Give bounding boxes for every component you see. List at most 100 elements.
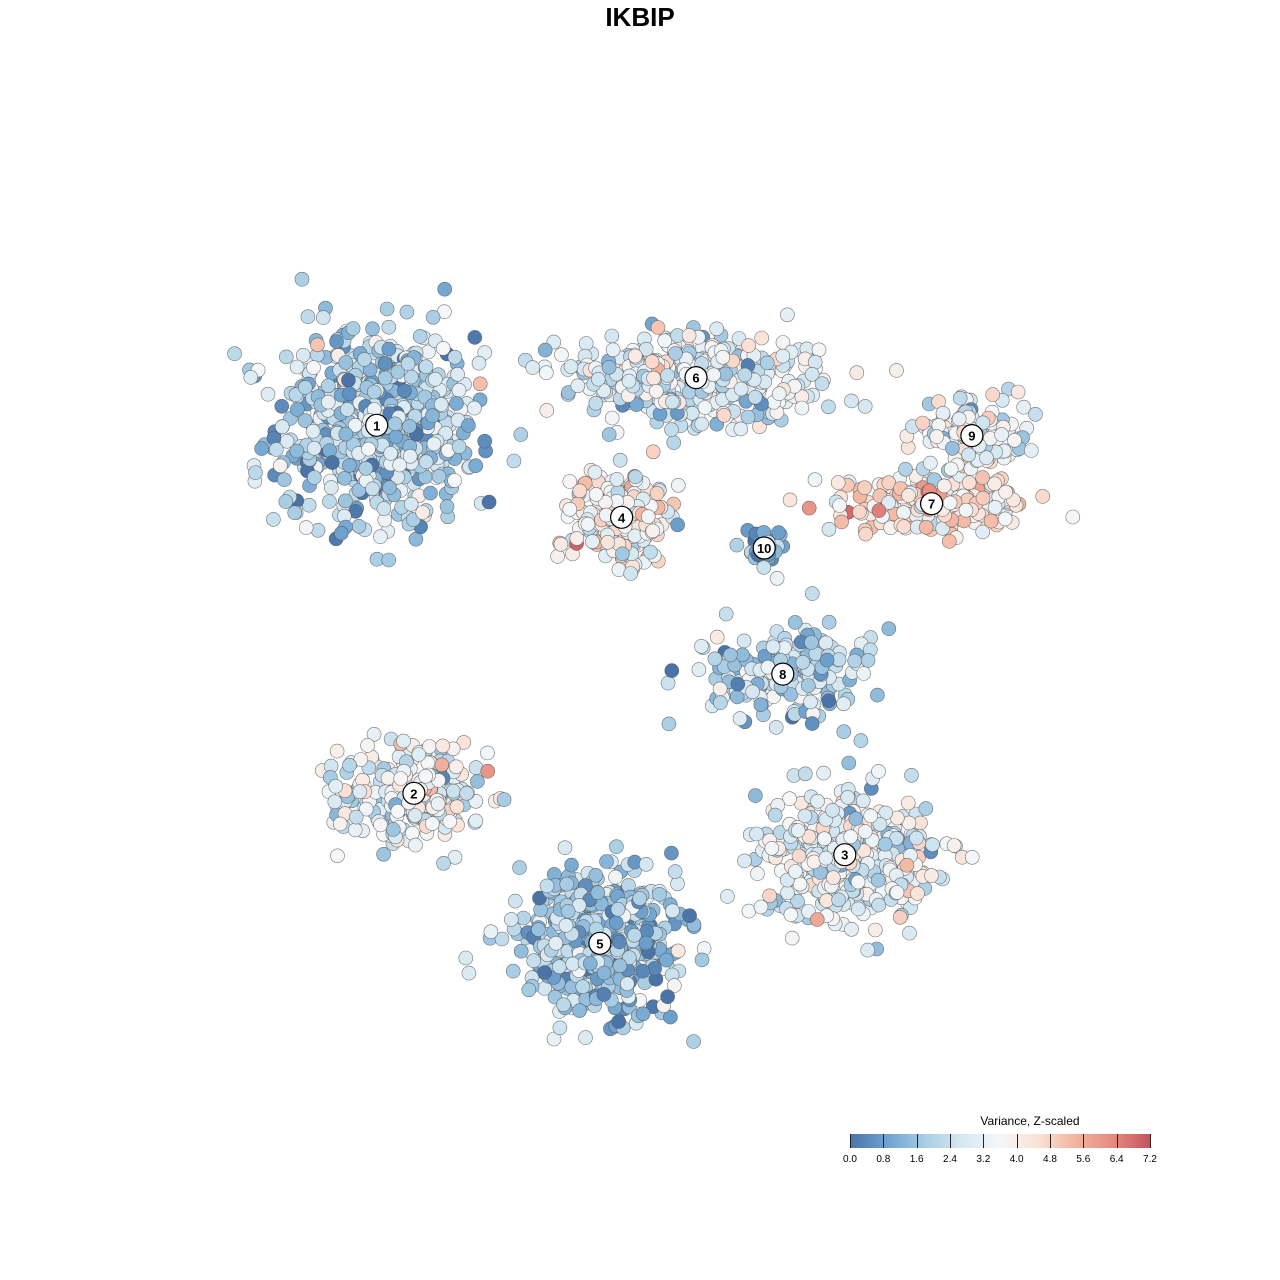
cell-point (467, 330, 483, 345)
cell-point (538, 365, 554, 381)
cell-point (915, 415, 931, 431)
cell-point (379, 301, 395, 317)
cell-point (268, 442, 284, 457)
cell-point (572, 483, 588, 499)
cluster-label-text: 9 (968, 429, 975, 444)
cell-point (278, 494, 294, 509)
cell-point (339, 402, 355, 417)
cell-point (652, 886, 667, 902)
cell-point (537, 965, 553, 980)
cell-point (661, 716, 677, 732)
cell-point (604, 410, 620, 426)
cell-point (892, 909, 908, 925)
cell-point (924, 868, 939, 883)
cell-point (411, 747, 427, 762)
cell-point (694, 638, 709, 654)
cell-point (243, 370, 259, 385)
cell-point (780, 307, 795, 323)
cell-point (254, 441, 269, 456)
cell-point (765, 639, 781, 655)
cell-point (458, 950, 474, 966)
cell-point (427, 371, 443, 387)
cell-point (248, 465, 263, 480)
cell-point (853, 733, 869, 748)
cell-point (435, 738, 451, 754)
cell-point (801, 500, 817, 516)
cell-point (985, 387, 1001, 402)
cell-point (412, 329, 428, 344)
cell-point (741, 338, 756, 353)
cell-point (638, 856, 654, 872)
cell-point (430, 796, 446, 812)
cluster-label-3: 3 (833, 843, 857, 867)
cell-point (750, 866, 765, 881)
cell-point (408, 531, 424, 547)
cell-point (407, 808, 423, 823)
cell-point (390, 364, 406, 380)
cell-point (329, 334, 344, 349)
cell-point (836, 696, 851, 712)
cell-point (506, 453, 522, 469)
cell-point (434, 757, 450, 773)
cell-point (771, 386, 787, 402)
cell-point (901, 488, 916, 503)
cell-point (870, 687, 885, 703)
cell-point (946, 838, 962, 853)
cell-point (330, 848, 345, 864)
cell-point (297, 380, 313, 395)
cell-point (557, 840, 573, 856)
cell-point (709, 321, 725, 337)
cell-point (899, 857, 915, 873)
cell-point (910, 886, 925, 901)
cluster-label-5: 5 (588, 931, 612, 955)
cell-point (784, 930, 800, 946)
cell-point (383, 446, 399, 461)
cell-point (659, 952, 674, 968)
chart-title: IKBIP (605, 2, 675, 32)
cell-point (505, 963, 521, 979)
cell-point (856, 666, 871, 681)
cell-point (858, 526, 874, 542)
cell-point (570, 378, 586, 394)
cell-point (792, 876, 808, 892)
cell-point (610, 901, 626, 917)
cell-point (716, 407, 732, 423)
cell-point (748, 788, 763, 803)
cell-point (870, 872, 886, 888)
cell-point (578, 336, 594, 351)
cell-point (572, 1003, 587, 1018)
cell-point (951, 411, 967, 427)
cell-point (830, 475, 846, 490)
cell-point (958, 502, 974, 518)
cell-point (749, 826, 764, 842)
cell-point (1065, 509, 1081, 525)
cell-point (747, 389, 763, 405)
cell-point (767, 807, 783, 823)
cell-point (373, 817, 388, 833)
cell-point (365, 321, 380, 337)
cell-point (715, 349, 731, 365)
cell-point (983, 513, 999, 529)
cell-point (787, 615, 803, 630)
cell-point (821, 521, 837, 537)
cell-point (400, 356, 416, 372)
cell-point (944, 440, 960, 456)
cell-point (341, 372, 356, 388)
cell-point (569, 531, 585, 546)
cluster-label-text: 3 (841, 848, 848, 863)
cell-point (426, 436, 442, 452)
cell-point (666, 435, 682, 450)
cell-point (552, 1020, 568, 1036)
cluster-label-text: 1 (373, 418, 380, 433)
cell-point (857, 480, 872, 496)
cell-point (877, 836, 893, 852)
cell-point (306, 440, 322, 456)
cell-point (439, 499, 455, 514)
cell-point (563, 359, 579, 374)
cell-point (345, 321, 361, 336)
cell-point (682, 908, 697, 924)
cell-point (360, 738, 375, 753)
cell-point (611, 1014, 627, 1029)
cell-point (635, 1006, 651, 1022)
